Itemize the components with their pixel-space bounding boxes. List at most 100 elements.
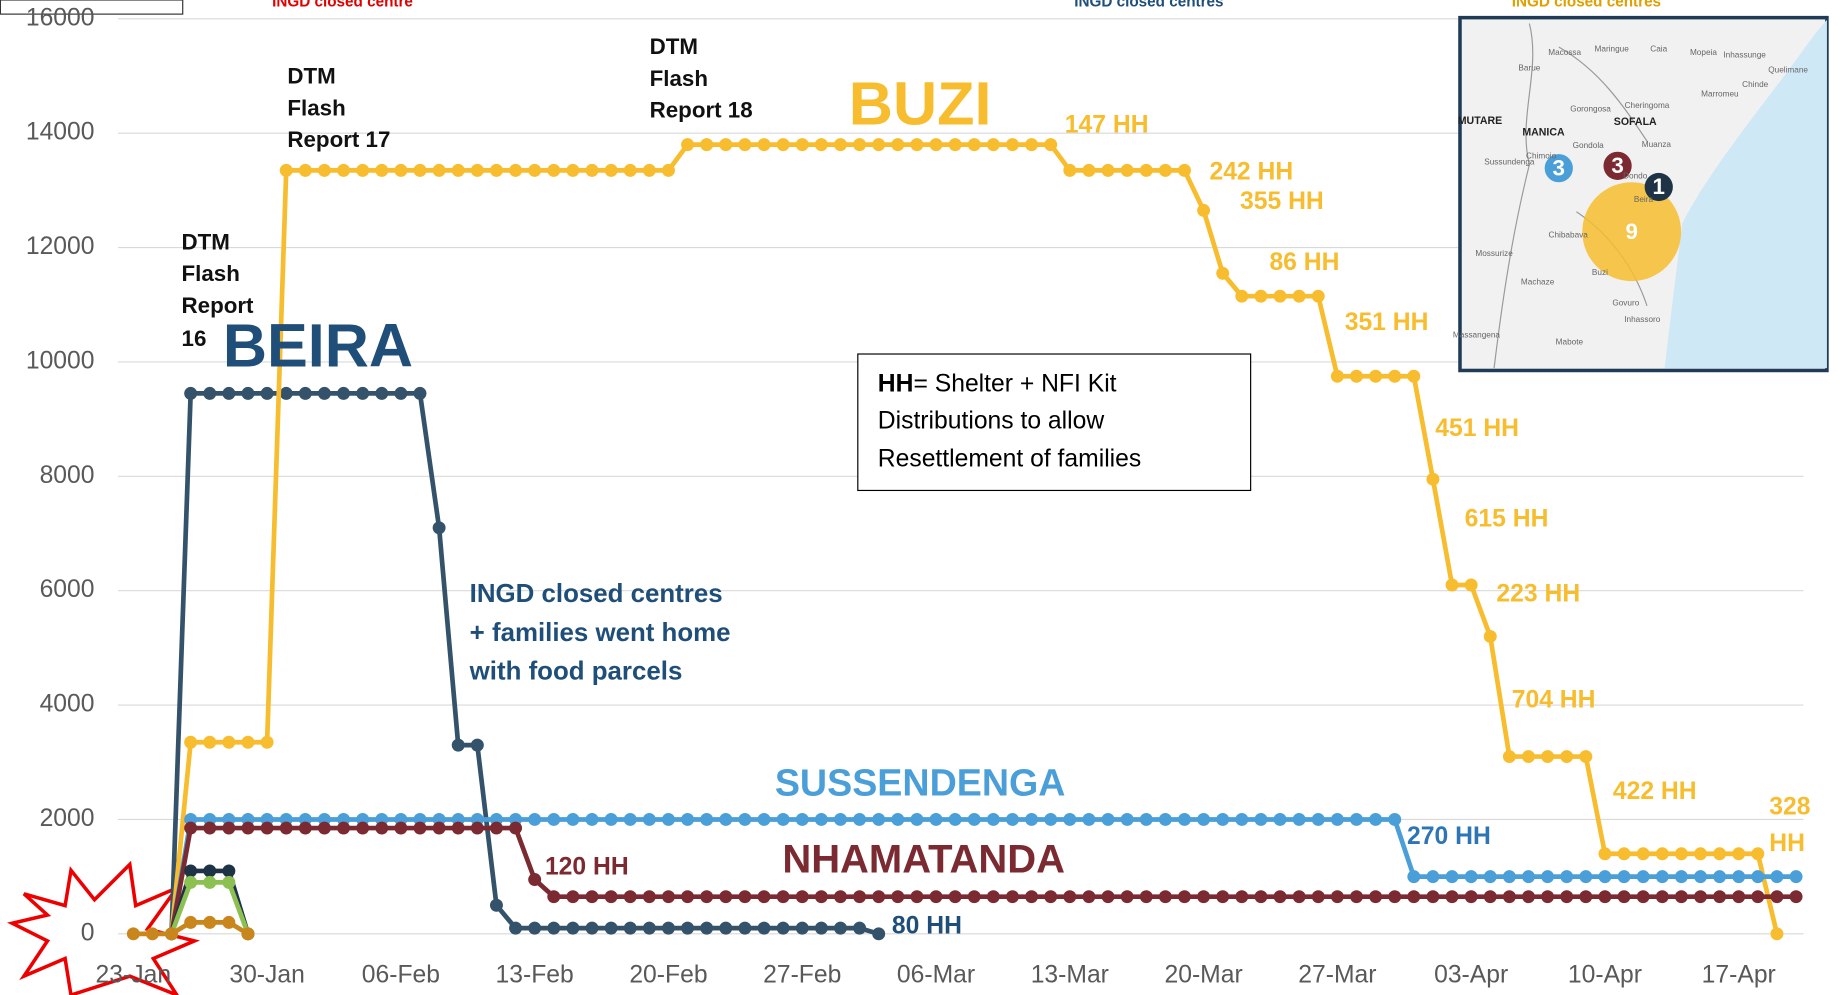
point-marker (624, 164, 637, 177)
map-label: Chinde (1742, 80, 1768, 89)
map-marker-label: 3 (1553, 155, 1565, 180)
point-marker (1694, 847, 1707, 860)
map-label: Machaze (1521, 277, 1555, 286)
annotation: Report 17 (287, 127, 390, 152)
point-marker (738, 890, 751, 903)
x-tick-label: 10-Apr (1568, 962, 1642, 989)
point-marker (758, 813, 771, 826)
note-term: HH (878, 370, 914, 397)
point-marker (1637, 870, 1650, 883)
y-tick-label: 0 (81, 919, 95, 946)
point-marker (1751, 890, 1764, 903)
point-marker (1178, 813, 1191, 826)
map-label: Gorongosa (1570, 105, 1611, 114)
annotation: DTM (182, 229, 230, 254)
annotation: Flash (182, 261, 240, 286)
map-label: Sussundenga (1484, 157, 1535, 166)
x-tick-label: 13-Feb (496, 962, 574, 989)
x-tick-label: 13-Mar (1031, 962, 1109, 989)
annotation: Flash (650, 66, 708, 91)
point-marker (1140, 813, 1153, 826)
point-marker (1121, 164, 1134, 177)
point-marker (872, 890, 885, 903)
point-marker (414, 164, 427, 177)
point-marker (1063, 164, 1076, 177)
annotation: Report (182, 293, 255, 318)
point-marker (949, 813, 962, 826)
point-marker (1637, 847, 1650, 860)
point-marker (528, 813, 541, 826)
x-tick-label: 03-Apr (1434, 962, 1508, 989)
point-marker (1446, 890, 1459, 903)
point-marker (834, 890, 847, 903)
point-marker (1063, 813, 1076, 826)
point-marker (1426, 870, 1439, 883)
point-marker (1140, 890, 1153, 903)
point-marker (1503, 870, 1516, 883)
annotation: 328 (1769, 794, 1810, 821)
point-marker (834, 922, 847, 935)
point-marker (1503, 750, 1516, 763)
point-marker (490, 822, 503, 835)
point-marker (433, 164, 446, 177)
point-marker (528, 922, 541, 935)
point-marker (1790, 870, 1803, 883)
point-marker (1293, 890, 1306, 903)
map-label: Mossurize (1475, 249, 1513, 258)
point-marker (1159, 890, 1172, 903)
point-marker (471, 739, 484, 752)
annotation: 451 HH (1435, 415, 1519, 442)
annotation: 242 HH (1209, 158, 1293, 185)
point-marker (796, 922, 809, 935)
x-tick-label: 27-Mar (1298, 962, 1376, 989)
point-marker (509, 164, 522, 177)
point-marker (1369, 370, 1382, 383)
point-marker (777, 922, 790, 935)
point-marker (700, 890, 713, 903)
point-marker (624, 813, 637, 826)
point-marker (1121, 813, 1134, 826)
point-marker (891, 813, 904, 826)
point-marker (1541, 870, 1554, 883)
point-marker (261, 387, 274, 400)
point-marker (853, 813, 866, 826)
point-marker (337, 387, 350, 400)
y-tick-label: 10000 (26, 347, 95, 374)
point-marker (1751, 847, 1764, 860)
point-marker (681, 890, 694, 903)
point-marker (605, 922, 618, 935)
point-marker (643, 813, 656, 826)
point-marker (949, 890, 962, 903)
point-marker (1465, 870, 1478, 883)
point-marker (796, 813, 809, 826)
point-marker (987, 813, 1000, 826)
point-marker (337, 822, 350, 835)
point-marker (1407, 890, 1420, 903)
point-marker (853, 922, 866, 935)
map-marker-label: 1 (1653, 174, 1665, 199)
point-marker (1598, 847, 1611, 860)
point-marker (471, 822, 484, 835)
point-marker (1522, 870, 1535, 883)
point-marker (700, 922, 713, 935)
point-marker (1713, 890, 1726, 903)
point-marker (834, 813, 847, 826)
point-marker (1770, 890, 1783, 903)
map-label: Buzi (1592, 268, 1608, 277)
point-marker (127, 927, 140, 940)
point-marker (1197, 890, 1210, 903)
point-marker (528, 873, 541, 886)
point-marker (1732, 847, 1745, 860)
point-marker (662, 164, 675, 177)
point-marker (1388, 370, 1401, 383)
point-marker (1044, 138, 1057, 151)
page: MacossaMaringueCaiaMopeiaInhassungeQueli… (0, 0, 1845, 995)
map-label: MANICA (1522, 127, 1565, 139)
point-marker (662, 922, 675, 935)
point-marker (1312, 813, 1325, 826)
point-marker (758, 922, 771, 935)
point-marker (1274, 290, 1287, 303)
note-line: HH= Shelter + NFI Kit (878, 370, 1117, 397)
point-marker (452, 822, 465, 835)
point-marker (758, 138, 771, 151)
